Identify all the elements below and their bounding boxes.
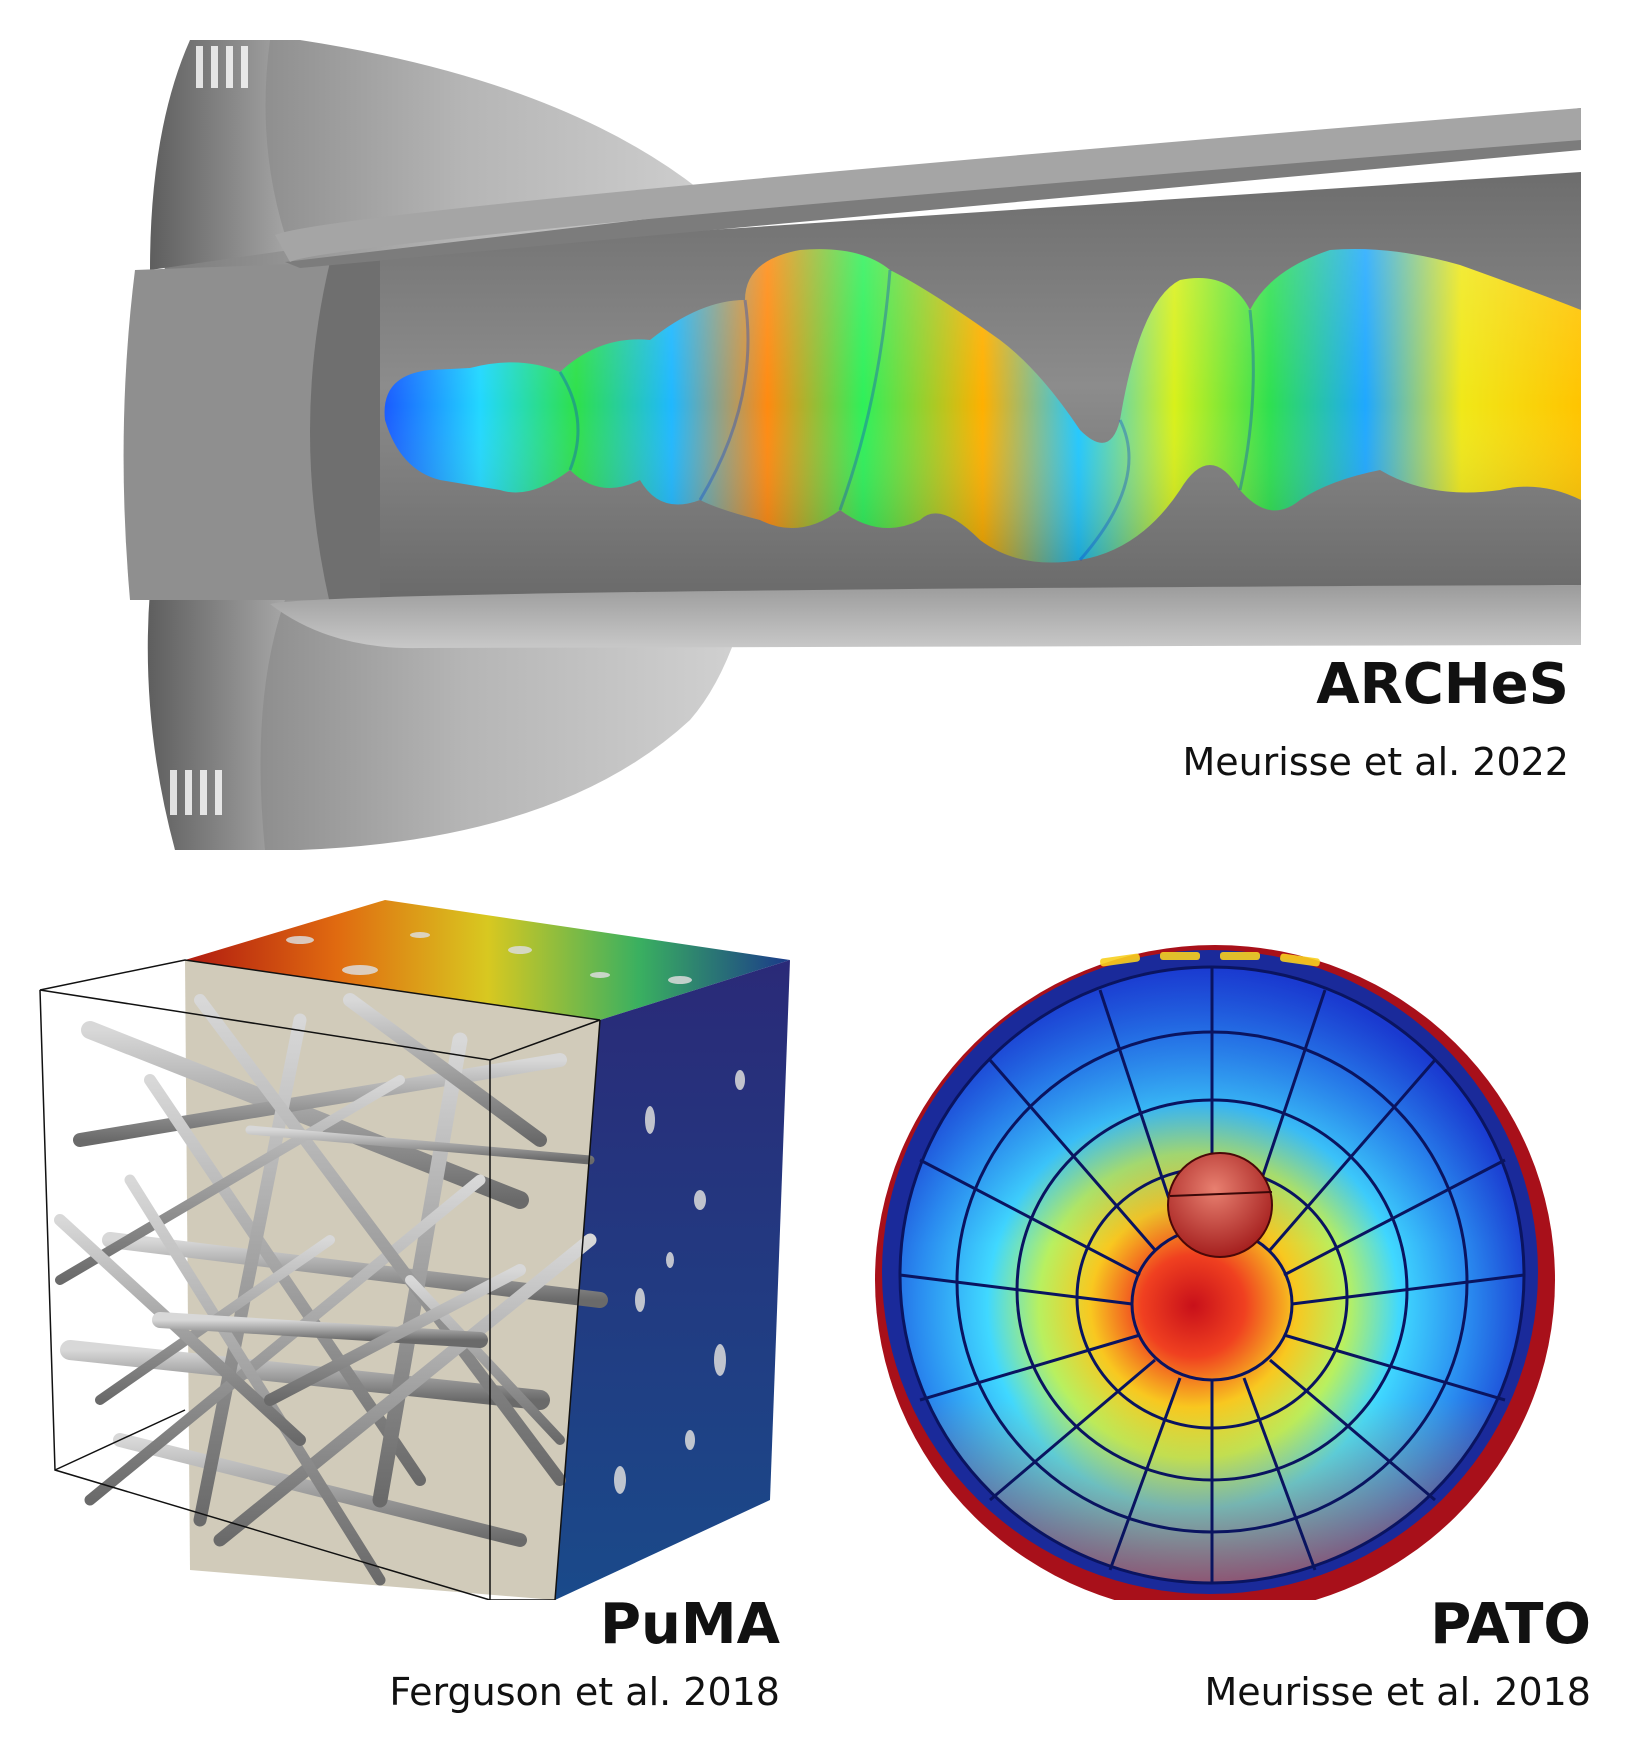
puma-render (39, 900, 790, 1600)
puma-panel: PuMA Ferguson et al. 2018 (0, 880, 820, 1752)
pato-title: PATO (1430, 1592, 1591, 1657)
puma-title: PuMA (600, 1592, 780, 1657)
pato-render (875, 945, 1555, 1600)
puma-citation: Ferguson et al. 2018 (389, 1670, 780, 1714)
arches-render (123, 40, 1582, 850)
nose-cap (1167, 1152, 1273, 1258)
pato-citation: Meurisse et al. 2018 (1204, 1670, 1591, 1714)
arches-title: ARCHeS (1316, 652, 1569, 717)
pato-panel: PATO Meurisse et al. 2018 (820, 880, 1631, 1752)
arches-panel: ARCHeS Meurisse et al. 2022 (123, 40, 1582, 850)
arches-citation: Meurisse et al. 2022 (1182, 740, 1569, 784)
